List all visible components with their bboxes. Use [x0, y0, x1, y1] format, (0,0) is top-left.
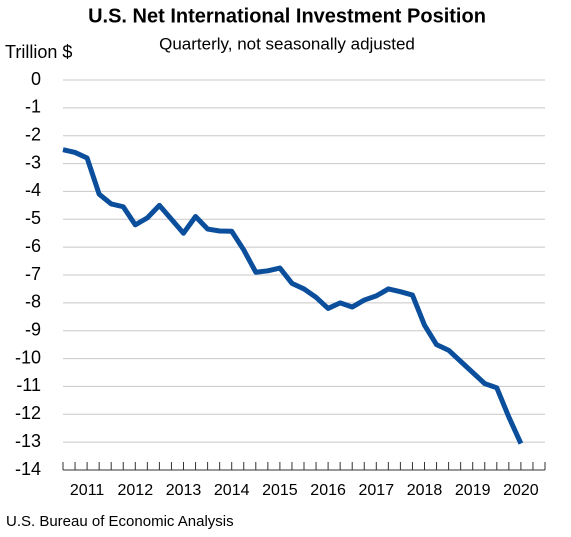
x-tick-label: 2015 [262, 482, 298, 499]
y-tick-label: -9 [25, 319, 41, 339]
y-tick-label: -7 [25, 264, 41, 284]
y-tick-label: -11 [16, 375, 41, 395]
x-tick-label: 2014 [214, 482, 250, 499]
y-axis-label: Trillion $ [5, 42, 72, 62]
source-note: U.S. Bureau of Economic Analysis [6, 513, 234, 530]
x-tick-label: 2018 [407, 482, 443, 499]
data-line [62, 147, 524, 445]
x-tick-label: 2017 [359, 482, 395, 499]
y-tick-label: -2 [25, 124, 41, 144]
y-tick-label: -13 [15, 431, 41, 451]
y-tick-label: -12 [15, 403, 41, 423]
x-tick-label: 2013 [166, 482, 202, 499]
chart-title: U.S. Net International Investment Positi… [88, 5, 486, 27]
y-tick-label: -6 [25, 236, 41, 256]
x-tick-label: 2011 [70, 482, 105, 499]
x-tick-label: 2020 [503, 482, 539, 499]
x-tick-label: 2016 [310, 482, 346, 499]
x-tick-label: 2019 [455, 482, 491, 499]
y-tick-label: -5 [25, 208, 41, 228]
x-tick-label: 2012 [118, 482, 154, 499]
y-tick-label: 0 [31, 69, 41, 89]
chart-subtitle: Quarterly, not seasonally adjusted [159, 34, 415, 53]
y-tick-label: -3 [25, 152, 41, 172]
y-tick-label: -4 [25, 180, 41, 200]
y-tick-label: -1 [25, 97, 41, 117]
y-tick-label: -8 [25, 292, 41, 312]
y-tick-label: -10 [15, 347, 41, 367]
y-tick-label: -14 [15, 459, 41, 479]
